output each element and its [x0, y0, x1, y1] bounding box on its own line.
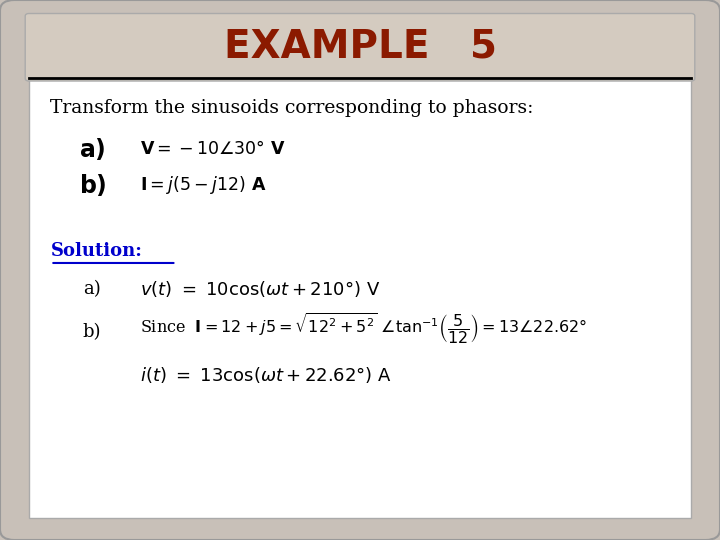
Text: $\mathbf{V} = -10\angle 30°\ \mathbf{V}$: $\mathbf{V} = -10\angle 30°\ \mathbf{V}$	[140, 139, 286, 158]
Text: Since  $\mathbf{I} = 12 + j5 = \sqrt{12^2+5^2}\ \angle\tan^{-1}\!\left(\dfrac{5}: Since $\mathbf{I} = 12 + j5 = \sqrt{12^2…	[140, 312, 588, 347]
Text: EXAMPLE   5: EXAMPLE 5	[223, 28, 497, 66]
Text: Transform the sinusoids corresponding to phasors:: Transform the sinusoids corresponding to…	[50, 99, 534, 117]
Text: $v(t)\ =\ 10\cos(\omega t + 210°)\ \mathrm{V}$: $v(t)\ =\ 10\cos(\omega t + 210°)\ \math…	[140, 279, 381, 299]
Text: a): a)	[83, 280, 101, 298]
FancyBboxPatch shape	[25, 14, 695, 81]
Text: $i(t)\ =\ 13\cos(\omega t + 22.62°)\ \mathrm{A}$: $i(t)\ =\ 13\cos(\omega t + 22.62°)\ \ma…	[140, 365, 392, 386]
Text: $\mathbf{a)}$: $\mathbf{a)}$	[79, 136, 106, 161]
Text: b): b)	[83, 323, 102, 341]
Text: Solution:: Solution:	[50, 242, 143, 260]
Text: $\mathbf{b)}$: $\mathbf{b)}$	[79, 172, 107, 198]
Text: $\mathbf{I} = j(5 - j12)\ \mathbf{A}$: $\mathbf{I} = j(5 - j12)\ \mathbf{A}$	[140, 174, 267, 195]
FancyBboxPatch shape	[29, 78, 691, 518]
